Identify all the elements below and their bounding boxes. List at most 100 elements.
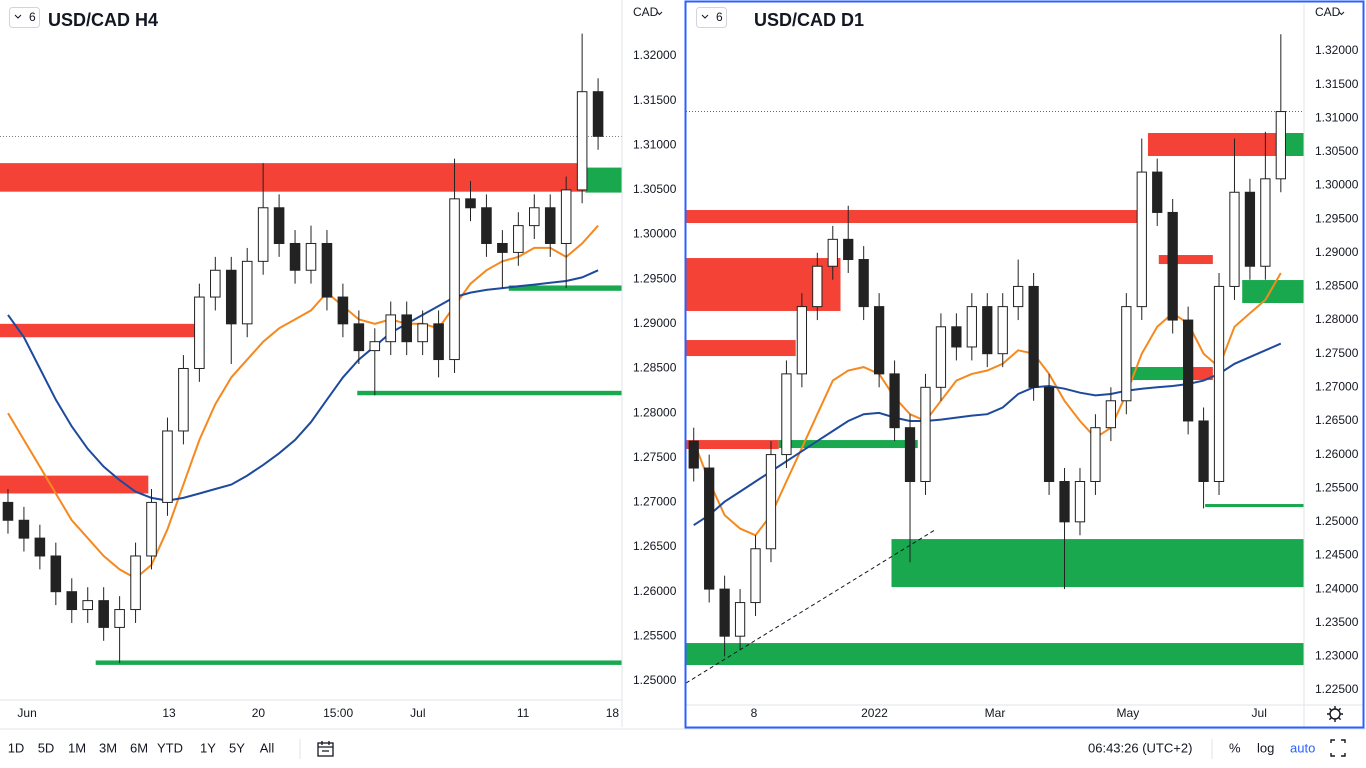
candle-body <box>289 242 301 271</box>
chevron-icon <box>14 14 22 19</box>
range-button[interactable]: 1D <box>8 740 25 755</box>
y-tick-label: 1.31500 <box>1315 77 1359 91</box>
chevron-icon <box>1338 11 1345 16</box>
candle-body <box>273 207 285 244</box>
candle-body <box>1105 400 1117 429</box>
zone <box>686 643 1304 666</box>
date-range-icon[interactable] <box>317 741 334 757</box>
zone <box>686 440 779 450</box>
x-tick-label: 20 <box>252 706 266 720</box>
y-tick-label: 1.23000 <box>1315 649 1359 663</box>
candle-body <box>1213 285 1225 482</box>
calendar <box>317 742 334 757</box>
candle-body <box>433 323 444 361</box>
log-toggle[interactable]: log <box>1257 740 1274 755</box>
zone <box>1189 367 1213 381</box>
y-tick-label: 1.27000 <box>1315 379 1359 393</box>
zone <box>1242 280 1304 304</box>
fullscreen-icon[interactable] <box>1330 739 1346 757</box>
zone <box>357 390 622 396</box>
y-tick-label: 1.30000 <box>1315 178 1359 192</box>
candle-body <box>904 427 916 482</box>
candle-body <box>178 367 189 432</box>
range-button[interactable]: 3M <box>99 740 117 755</box>
currency-label[interactable]: CAD <box>633 5 659 19</box>
candle-body <box>465 198 476 209</box>
candle-body <box>353 323 365 352</box>
range-button[interactable]: 5Y <box>229 740 245 755</box>
candle-body <box>576 91 588 191</box>
zone <box>95 660 622 665</box>
x-tick-label: 2022 <box>861 706 888 720</box>
candle-body <box>449 198 460 361</box>
chart-title: USD/CAD H4 <box>48 10 158 30</box>
settings-icon[interactable] <box>1327 706 1343 722</box>
candle-body <box>592 91 604 137</box>
candle-body <box>704 467 715 590</box>
range-button[interactable]: 1Y <box>200 740 216 755</box>
range-button[interactable]: 1M <box>68 740 86 755</box>
y-tick-label: 1.30500 <box>633 182 677 196</box>
candle-body <box>528 207 540 227</box>
interval-badge[interactable] <box>9 7 40 28</box>
percent-toggle[interactable]: % <box>1229 740 1241 755</box>
moving-average <box>7 224 599 580</box>
candle-body <box>66 591 78 611</box>
y-tick-label: 1.29500 <box>1315 211 1359 225</box>
zone <box>585 167 622 193</box>
candle-body <box>1198 420 1209 482</box>
x-tick-label: Jul <box>410 706 425 720</box>
badge-text: 6 <box>716 10 723 24</box>
clock[interactable]: 06:43:26 (UTC+2) <box>1088 740 1192 755</box>
candle-body <box>1059 480 1070 523</box>
zone <box>891 539 1304 588</box>
candle-body <box>2 501 14 521</box>
zone <box>778 440 918 449</box>
candle-body <box>858 259 869 308</box>
chevron-icon <box>656 11 663 16</box>
zone <box>1205 504 1304 508</box>
candle-body <box>1121 306 1132 402</box>
zone <box>1158 255 1213 265</box>
x-tick-label: Mar <box>985 706 1006 720</box>
candle-body <box>1090 427 1101 482</box>
candle-body <box>369 341 381 352</box>
candle-body <box>719 588 730 637</box>
zone <box>0 163 586 192</box>
candle-body <box>688 440 699 469</box>
y-tick-label: 1.26500 <box>633 539 677 553</box>
range-button[interactable]: YTD <box>157 740 183 755</box>
candle-body <box>734 602 746 637</box>
calendar-lines <box>318 741 333 752</box>
candle-body <box>417 323 428 343</box>
currency-label[interactable]: CAD <box>1315 5 1341 19</box>
range-buttons: 1D 5D 1M 3M 6M YTD 1Y 5Y All <box>8 740 275 755</box>
moving-average <box>692 272 1282 537</box>
y-tick-label: 1.25500 <box>1315 480 1359 494</box>
range-button[interactable]: 5D <box>38 740 55 755</box>
gear-teeth <box>1327 706 1343 722</box>
y-tick-label: 1.26000 <box>633 584 677 598</box>
chevron-icon <box>701 14 709 19</box>
x-tick-label: 13 <box>162 706 176 720</box>
x-tick-label: Jul <box>1252 706 1267 720</box>
candle-body <box>935 326 947 388</box>
interval-badge[interactable] <box>696 7 727 28</box>
zone <box>1121 367 1190 381</box>
candle-body <box>889 373 900 429</box>
y-tick-label: 1.28000 <box>633 405 677 419</box>
candle-body <box>225 269 237 325</box>
zone <box>0 475 149 494</box>
y-tick-label: 1.32000 <box>633 48 677 62</box>
candle-body <box>920 386 931 482</box>
candle-body <box>50 555 62 593</box>
candle-body <box>560 189 572 244</box>
y-tick-label: 1.30500 <box>1315 144 1359 158</box>
candle-body <box>385 314 397 343</box>
range-button[interactable]: All <box>260 740 275 755</box>
x-tick-label: 11 <box>517 706 530 720</box>
y-tick-label: 1.25000 <box>1315 514 1359 528</box>
auto-toggle[interactable]: auto <box>1290 740 1315 755</box>
range-button[interactable]: 6M <box>130 740 148 755</box>
